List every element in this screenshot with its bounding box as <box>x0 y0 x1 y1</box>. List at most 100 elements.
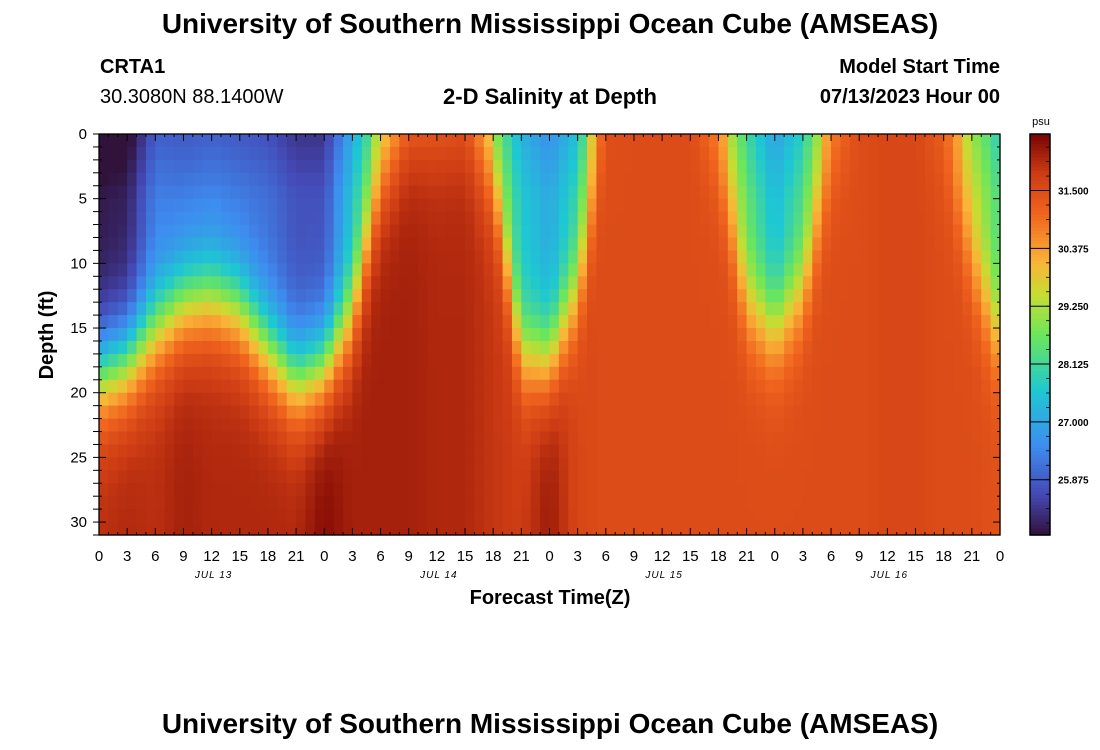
heatmap-cell <box>155 470 166 484</box>
heatmap-cell <box>624 224 635 239</box>
heatmap-cell <box>192 509 203 523</box>
heatmap-cell <box>774 457 785 471</box>
heatmap-cell <box>418 159 429 174</box>
heatmap-cell <box>709 405 720 420</box>
heatmap-cell <box>943 509 954 523</box>
heatmap-cell <box>577 444 588 458</box>
heatmap-cell <box>202 315 213 329</box>
heatmap-cell <box>981 353 992 368</box>
heatmap-cell <box>812 211 823 226</box>
heatmap-cell <box>239 159 250 174</box>
heatmap-cell <box>718 522 729 536</box>
heatmap-cell <box>821 405 832 420</box>
heatmap-cell <box>239 483 250 497</box>
heatmap-cell <box>361 522 372 536</box>
heatmap-cell <box>558 340 569 355</box>
heatmap-cell <box>915 146 926 161</box>
heatmap-cell <box>802 366 813 381</box>
heatmap-cell <box>652 250 663 264</box>
heatmap-cell <box>802 340 813 355</box>
heatmap-cell <box>568 431 579 446</box>
heatmap-cell <box>117 509 128 523</box>
heatmap-cell <box>371 302 382 316</box>
heatmap-cell <box>221 289 231 303</box>
heatmap-cell <box>896 250 907 264</box>
heatmap-cell <box>877 379 888 394</box>
heatmap-cell <box>324 366 335 381</box>
heatmap-cell <box>389 289 400 303</box>
heatmap-cell <box>859 134 870 148</box>
heatmap-cells <box>99 134 1001 536</box>
heatmap-cell <box>587 134 598 148</box>
heatmap-cell <box>802 315 813 329</box>
heatmap-cell <box>558 431 569 446</box>
heatmap-cell <box>671 496 682 510</box>
heatmap-cell <box>887 431 898 446</box>
heatmap-cell <box>511 496 522 510</box>
heatmap-cell <box>737 302 748 316</box>
heatmap-cell <box>671 431 682 446</box>
x-tick-label: 6 <box>151 548 159 565</box>
heatmap-cell <box>765 392 776 407</box>
heatmap-cell <box>699 198 710 213</box>
heatmap-cell <box>558 457 569 471</box>
heatmap-cell <box>127 522 138 536</box>
heatmap-cell <box>596 250 607 264</box>
heatmap-cell <box>399 276 410 290</box>
heatmap-cell <box>446 340 457 355</box>
heatmap-cell <box>192 418 203 433</box>
heatmap-cell <box>859 431 870 446</box>
heatmap-cell <box>568 302 579 316</box>
colorbar-segment <box>1030 157 1050 162</box>
heatmap-cell <box>784 146 795 161</box>
heatmap-cell <box>568 328 579 342</box>
heatmap-cell <box>127 172 138 187</box>
x-tick-label: 3 <box>348 548 356 565</box>
heatmap-cell <box>296 134 307 148</box>
heatmap-cell <box>793 263 804 277</box>
heatmap-cell <box>136 522 147 536</box>
heatmap-cell <box>511 470 522 484</box>
heatmap-cell <box>587 159 598 174</box>
heatmap-cell <box>164 431 175 446</box>
heatmap-cell <box>755 172 766 187</box>
heatmap-cell <box>361 509 372 523</box>
heatmap-cell <box>915 237 926 252</box>
heatmap-cell <box>145 315 156 329</box>
heatmap-cell <box>821 211 832 226</box>
heatmap-cell <box>117 134 128 148</box>
heatmap-cell <box>549 302 560 316</box>
heatmap-cell <box>530 134 541 148</box>
heatmap-cell <box>446 250 457 264</box>
heatmap-cell <box>868 366 879 381</box>
heatmap-cell <box>709 509 720 523</box>
heatmap-cell <box>455 379 466 394</box>
heatmap-cell <box>230 353 241 368</box>
heatmap-cell <box>436 289 447 303</box>
heatmap-cell <box>455 276 466 290</box>
heatmap-cell <box>267 250 278 264</box>
heatmap-cell <box>831 289 842 303</box>
heatmap-cell <box>887 185 898 200</box>
heatmap-cell <box>755 263 766 277</box>
heatmap-cell <box>896 522 907 536</box>
date-label: JUL 13 <box>194 570 233 581</box>
heatmap-cell <box>192 444 203 458</box>
heatmap-cell <box>549 289 560 303</box>
heatmap-cell <box>493 134 504 148</box>
heatmap-cell <box>502 522 513 536</box>
heatmap-cell <box>314 224 325 239</box>
heatmap-cell <box>737 392 748 407</box>
heatmap-cell <box>436 457 447 471</box>
heatmap-cell <box>296 159 307 174</box>
heatmap-cell <box>868 405 879 420</box>
heatmap-cell <box>305 276 316 290</box>
heatmap-cell <box>183 211 194 226</box>
heatmap-cell <box>643 185 654 200</box>
heatmap-cell <box>483 470 494 484</box>
model-start-value: 07/13/2023 Hour 00 <box>819 86 1000 108</box>
x-tick-label: 0 <box>320 548 328 565</box>
heatmap-cell <box>934 185 945 200</box>
heatmap-cell <box>108 172 119 187</box>
heatmap-cell <box>906 146 917 161</box>
